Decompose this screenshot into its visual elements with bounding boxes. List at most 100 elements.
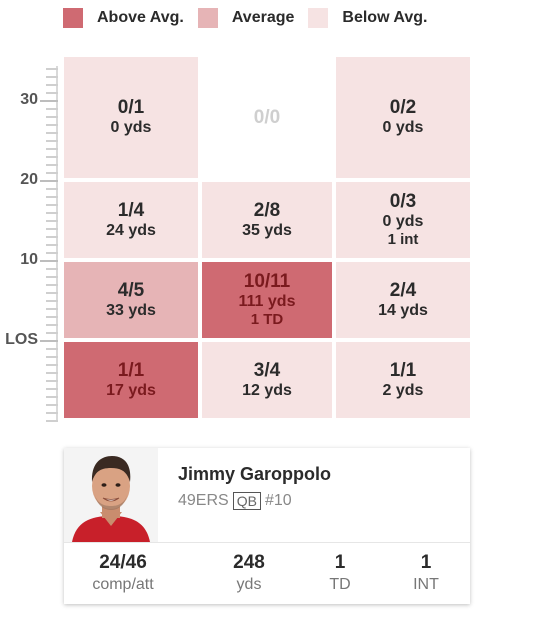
cell-interceptions: 1 int — [387, 230, 419, 248]
axis-minor-tick — [46, 268, 58, 270]
player-card[interactable]: Jimmy Garoppolo 49ERS QB #10 24/46 comp/… — [64, 448, 470, 604]
axis-minor-tick — [46, 108, 58, 110]
stat-td: 1 TD — [300, 552, 380, 596]
stat-int: 1 INT — [386, 552, 466, 596]
legend-item-above: Above Avg. — [63, 8, 184, 28]
axis-minor-tick — [46, 220, 58, 222]
cell-completions: 0/3 — [389, 190, 417, 212]
axis-minor-tick — [46, 244, 58, 246]
grid-cell: 2/8 35 yds — [202, 182, 332, 258]
cell-completions: 0/2 — [389, 97, 417, 118]
legend-label-below: Below Avg. — [342, 9, 428, 26]
axis-minor-tick — [46, 236, 58, 238]
axis-minor-tick — [46, 276, 58, 278]
axis-minor-tick — [46, 356, 58, 358]
axis-label-los: LOS — [5, 331, 38, 348]
axis-minor-tick — [46, 404, 58, 406]
axis-minor-tick — [46, 420, 58, 422]
cell-yards: 33 yds — [106, 301, 156, 319]
cell-completions: 1/4 — [117, 199, 145, 221]
legend-item-below: Below Avg. — [308, 8, 427, 28]
cell-completions: 0/1 — [117, 97, 145, 118]
grid-cell: 1/1 17 yds — [64, 342, 198, 418]
axis-minor-tick — [46, 188, 58, 190]
axis-label-30: 30 — [20, 91, 38, 108]
grid-cell: 1/4 24 yds — [64, 182, 198, 258]
axis-minor-tick — [46, 156, 58, 158]
axis-minor-tick — [46, 292, 58, 294]
axis-minor-tick — [46, 204, 58, 206]
player-position-badge: QB — [232, 492, 261, 510]
stat-label: INT — [413, 576, 439, 593]
axis-minor-tick — [46, 372, 58, 374]
axis-minor-tick — [46, 324, 58, 326]
cell-completions: 4/5 — [117, 279, 145, 301]
cell-yards: 0 yds — [382, 212, 424, 230]
axis-label-20: 20 — [20, 171, 38, 188]
axis-major-tick — [40, 180, 58, 182]
legend-item-average: Average — [197, 8, 295, 28]
legend-swatch-average — [197, 8, 218, 28]
cell-yards: 24 yds — [106, 221, 156, 239]
stat-label: comp/att — [92, 576, 154, 593]
legend: Above Avg. Average Below Avg. — [63, 8, 441, 28]
grid-cell: 1/1 2 yds — [336, 342, 470, 418]
axis-minor-tick — [46, 132, 58, 134]
cell-completions: 1/1 — [389, 359, 417, 381]
grid-cell: 0/0 — [202, 57, 332, 178]
axis-minor-tick — [46, 92, 58, 94]
cell-yards: 17 yds — [106, 381, 156, 399]
cell-yards: 12 yds — [242, 381, 292, 399]
player-name[interactable]: Jimmy Garoppolo — [178, 464, 332, 484]
cell-touchdowns: 1 TD — [250, 310, 284, 328]
cell-yards: 0 yds — [382, 119, 424, 136]
stat-comp-att: 24/46 comp/att — [78, 552, 168, 596]
axis-minor-tick — [46, 140, 58, 142]
axis-minor-tick — [46, 300, 58, 302]
grid-cell: 2/4 14 yds — [336, 262, 470, 338]
legend-swatch-below — [308, 8, 329, 28]
yard-axis: 30 20 10 LOS — [0, 0, 60, 430]
axis-minor-tick — [46, 164, 58, 166]
stat-value: 1 — [420, 552, 432, 573]
player-number: #10 — [264, 492, 292, 509]
axis-minor-tick — [46, 396, 58, 398]
axis-major-tick — [40, 340, 58, 342]
cell-yards: 2 yds — [382, 381, 424, 399]
grid-cell: 10/11 111 yds 1 TD — [202, 262, 332, 338]
grid-cell: 0/3 0 yds 1 int — [336, 182, 470, 258]
cell-completions: 2/4 — [389, 279, 417, 301]
axis-minor-tick — [46, 76, 58, 78]
cell-completions: 10/11 — [243, 270, 291, 292]
axis-minor-tick — [46, 316, 58, 318]
grid-cell: 0/1 0 yds — [64, 57, 198, 178]
cell-completions: 3/4 — [253, 359, 281, 381]
axis-minor-tick — [46, 308, 58, 310]
axis-minor-tick — [46, 252, 58, 254]
stat-yards: 248 yds — [204, 552, 294, 596]
axis-minor-tick — [46, 380, 58, 382]
axis-minor-tick — [46, 84, 58, 86]
legend-label-average: Average — [231, 9, 295, 26]
axis-major-tick — [40, 100, 58, 102]
axis-minor-tick — [46, 388, 58, 390]
stat-label: TD — [329, 576, 351, 593]
stat-value: 1 — [334, 552, 346, 573]
cell-yards: 14 yds — [378, 301, 428, 319]
cell-yards: 35 yds — [242, 221, 292, 239]
axis-minor-tick — [46, 284, 58, 286]
player-team: 49ERS — [178, 492, 229, 509]
axis-minor-tick — [46, 364, 58, 366]
axis-minor-tick — [46, 196, 58, 198]
grid-cell: 4/5 33 yds — [64, 262, 198, 338]
axis-minor-tick — [46, 172, 58, 174]
axis-major-tick — [40, 260, 58, 262]
axis-minor-tick — [46, 116, 58, 118]
legend-label-above: Above Avg. — [97, 9, 184, 26]
axis-minor-tick — [46, 148, 58, 150]
axis-minor-tick — [46, 412, 58, 414]
axis-label-10: 10 — [20, 251, 38, 268]
stat-label: yds — [236, 576, 262, 593]
axis-minor-tick — [46, 348, 58, 350]
axis-minor-tick — [46, 68, 58, 70]
